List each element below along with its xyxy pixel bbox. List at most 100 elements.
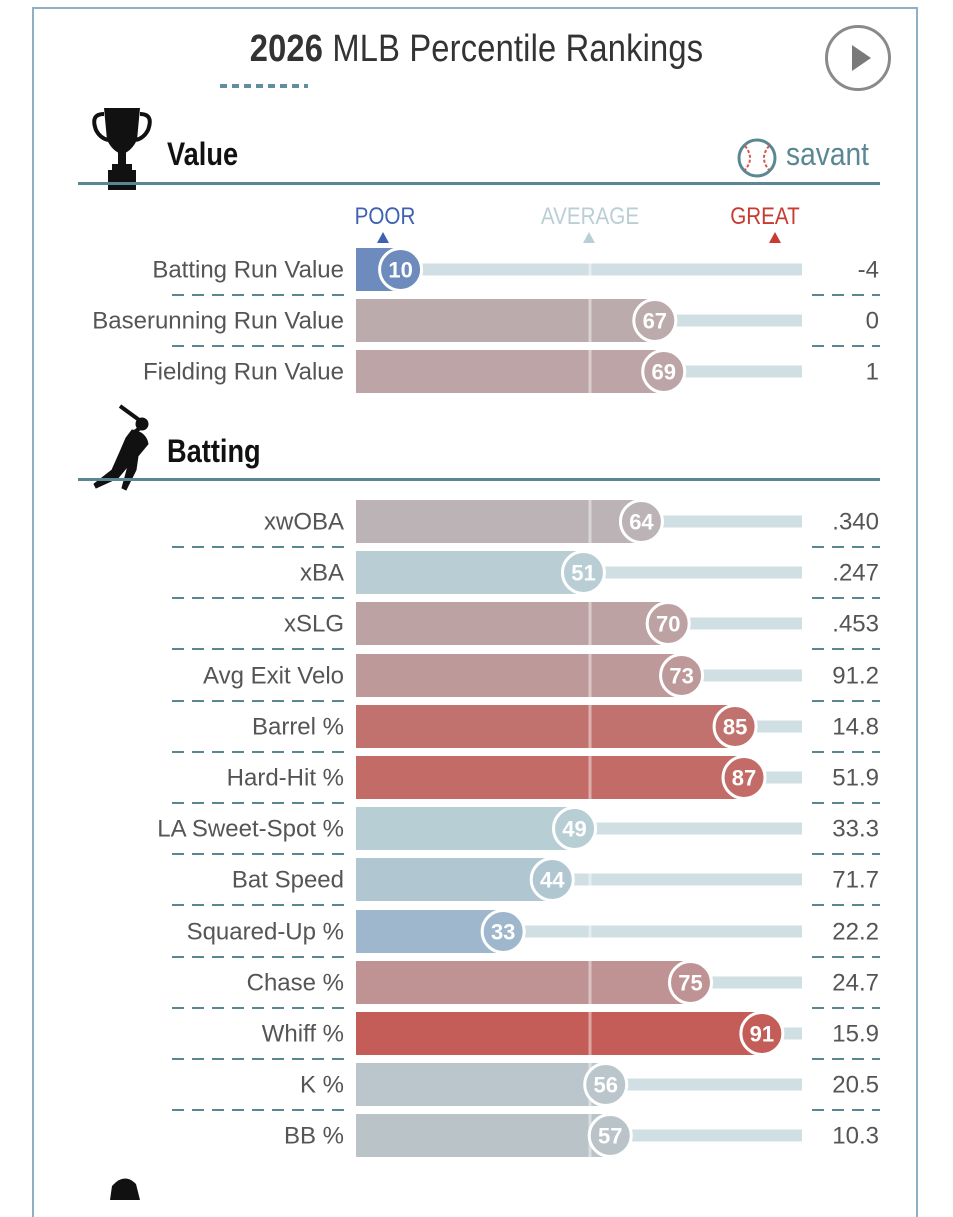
stat-value: .453: [832, 611, 879, 638]
percentile-bar: [356, 910, 504, 953]
percentile-knob[interactable]: [378, 247, 424, 292]
stat-value: 51.9: [832, 765, 879, 792]
stat-value: 33.3: [832, 816, 879, 843]
metric-label: LA Sweet-Spot %: [157, 816, 344, 843]
percentile-knob[interactable]: [618, 499, 664, 544]
savant-text: savant: [786, 136, 869, 172]
section-title-value: Value: [167, 136, 239, 172]
percentile-bar: [356, 350, 664, 393]
percentile-knob[interactable]: [587, 1113, 633, 1158]
percentile-bar: [356, 602, 669, 645]
metric-label: xBA: [300, 560, 344, 587]
percentile-bar: [356, 756, 745, 799]
percentile-value: 87: [732, 766, 756, 791]
stat-value: .340: [832, 509, 879, 536]
percentile-knob[interactable]: [529, 857, 575, 902]
title-underline: [220, 84, 308, 88]
percentile-value: 64: [629, 510, 654, 535]
percentile-value: 85: [723, 715, 747, 740]
percentile-bar: [356, 1012, 762, 1055]
stat-value: -4: [858, 257, 879, 284]
scale-label-great: GREAT: [730, 203, 800, 230]
metric-label: xSLG: [284, 611, 344, 638]
metric-label: K %: [300, 1072, 344, 1099]
scale-arrow-great: [769, 232, 781, 243]
metric-label: xwOBA: [264, 509, 344, 536]
metric-label: Whiff %: [262, 1021, 344, 1048]
percentile-knob[interactable]: [552, 806, 598, 851]
scale-label-poor: POOR: [354, 203, 416, 230]
percentile-value: 44: [540, 868, 565, 893]
percentile-bar: [356, 961, 691, 1004]
stat-value: 0: [866, 308, 879, 335]
stat-value: 91.2: [832, 663, 879, 690]
scale-arrow-average: [583, 232, 595, 243]
metric-label: BB %: [284, 1123, 344, 1150]
metric-label: Baserunning Run Value: [92, 308, 344, 335]
percentile-knob[interactable]: [668, 960, 713, 1005]
section-rule-batting: [78, 478, 880, 481]
percentile-knob[interactable]: [560, 550, 606, 595]
stat-value: 10.3: [832, 1123, 879, 1150]
percentile-value: 70: [656, 612, 680, 637]
percentile-bar: [356, 858, 553, 901]
metric-label: Squared-Up %: [187, 919, 344, 946]
percentile-bar: [356, 705, 736, 748]
stat-value: 1: [866, 359, 879, 386]
percentile-bar: [356, 500, 642, 543]
savant-logo[interactable]: savant: [736, 136, 869, 180]
percentile-value: 67: [643, 309, 667, 334]
play-button[interactable]: [825, 25, 891, 91]
title-year: 2026: [249, 28, 324, 70]
percentile-value: 91: [750, 1022, 774, 1047]
percentile-knob[interactable]: [583, 1062, 629, 1107]
track-bar: [356, 263, 802, 276]
metric-label: Avg Exit Velo: [203, 663, 344, 690]
percentile-knob[interactable]: [645, 601, 691, 646]
percentile-value: 69: [651, 360, 675, 385]
stat-value: 14.8: [832, 714, 879, 741]
percentile-knob[interactable]: [480, 909, 526, 954]
metric-label: Batting Run Value: [152, 257, 344, 284]
percentile-knob[interactable]: [712, 704, 758, 749]
section-rule-value: [78, 182, 880, 185]
percentile-value: 56: [594, 1073, 618, 1098]
percentile-value: 33: [491, 920, 515, 945]
metric-label: Chase %: [247, 970, 344, 997]
scale-arrow-poor: [377, 232, 389, 243]
metric-label: Barrel %: [252, 714, 344, 741]
percentile-bar: [356, 807, 575, 850]
percentile-value: 75: [678, 971, 702, 996]
percentile-bar: [356, 654, 682, 697]
stat-value: 15.9: [832, 1021, 879, 1048]
stat-value: 22.2: [832, 919, 879, 946]
metric-label: Hard-Hit %: [227, 765, 344, 792]
percentile-bar: [356, 1063, 606, 1106]
stat-value: 24.7: [832, 970, 879, 997]
percentile-bar: [356, 1114, 611, 1157]
percentile-knob[interactable]: [632, 298, 678, 343]
stat-value: .247: [832, 560, 879, 587]
percentile-knob[interactable]: [739, 1011, 785, 1056]
percentile-knob[interactable]: [641, 349, 687, 394]
percentile-knob[interactable]: [721, 755, 767, 800]
scale-label-average: AVERAGE: [540, 203, 640, 230]
page-title: 2026 MLB Percentile Rankings: [67, 28, 887, 71]
stat-value: 71.7: [832, 867, 879, 894]
stat-value: 20.5: [832, 1072, 879, 1099]
section-title-batting: Batting: [167, 433, 261, 469]
metric-label: Fielding Run Value: [143, 359, 344, 386]
title-text: MLB Percentile Rankings: [323, 28, 704, 70]
metric-label: Bat Speed: [232, 867, 344, 894]
percentile-value: 51: [571, 561, 595, 586]
play-icon: [852, 45, 871, 71]
percentile-value: 10: [388, 258, 412, 283]
percentile-bar: [356, 299, 655, 342]
percentile-knob[interactable]: [659, 653, 705, 698]
percentile-value: 49: [562, 817, 586, 842]
baseball-icon: [737, 138, 777, 178]
percentile-bar: [356, 551, 584, 594]
percentile-value: 73: [669, 664, 693, 689]
percentile-value: 57: [598, 1124, 622, 1149]
